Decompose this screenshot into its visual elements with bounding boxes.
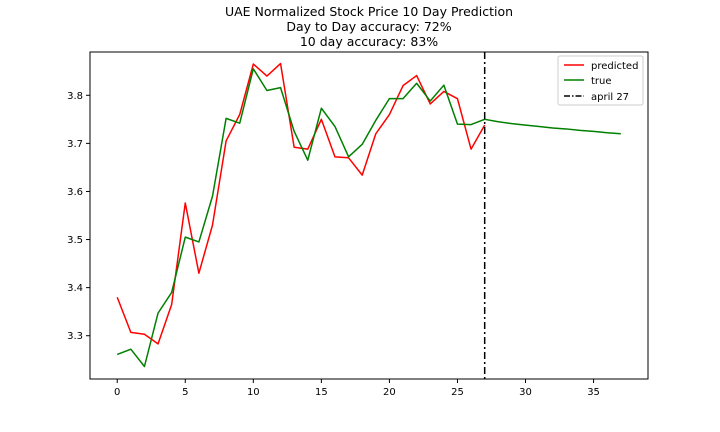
x-tick-label: 5	[182, 387, 188, 398]
legend-label-vline: april 27	[591, 92, 629, 103]
chart-subtitle-day-accuracy: Day to Day accuracy: 72%	[286, 19, 451, 34]
x-tick-label: 15	[315, 387, 328, 398]
x-axis-ticks: 0 5 10 15 20 25 30 35	[114, 379, 600, 398]
plot-area	[116, 52, 621, 379]
legend-box	[557, 55, 644, 106]
y-tick-label: 3.7	[67, 139, 83, 150]
x-tick-label: 30	[519, 387, 532, 398]
y-tick-label: 3.6	[67, 187, 83, 198]
series-line-true	[116, 68, 621, 368]
x-tick-label: 25	[451, 387, 464, 398]
legend-label-true: true	[591, 76, 612, 87]
plot-frame	[89, 51, 649, 380]
legend-label-predicted: predicted	[591, 61, 638, 72]
x-tick-label: 20	[383, 387, 396, 398]
x-tick-label: 10	[247, 387, 260, 398]
chart-subtitle-10day-accuracy: 10 day accuracy: 83%	[300, 34, 438, 49]
series-line-predicted	[116, 62, 486, 345]
chart-title: UAE Normalized Stock Price 10 Day Predic…	[225, 4, 513, 19]
y-tick-label: 3.5	[67, 235, 83, 246]
y-tick-label: 3.8	[67, 91, 83, 102]
y-tick-label: 3.3	[67, 331, 83, 342]
y-tick-label: 3.4	[67, 283, 83, 294]
x-tick-label: 35	[587, 387, 600, 398]
x-tick-label: 0	[114, 387, 120, 398]
legend: predicted true april 27	[557, 55, 644, 106]
y-axis-ticks: 3.3 3.4 3.5 3.6 3.7 3.8	[67, 91, 90, 342]
